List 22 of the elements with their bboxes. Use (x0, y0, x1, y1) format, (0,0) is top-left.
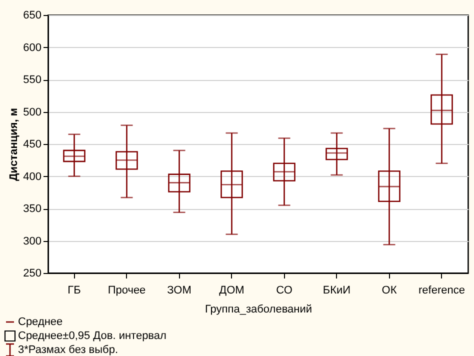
x-axis-title: Группа_заболеваний (204, 304, 312, 316)
y-tick-label: 250 (23, 268, 42, 280)
x-tick-label: Прочее (108, 284, 146, 296)
y-tick-label: 550 (23, 74, 42, 86)
y-tick-label: 650 (23, 10, 42, 22)
x-tick-label: reference (418, 284, 465, 296)
y-tick-label: 400 (23, 170, 42, 183)
x-tick-label: БКиИ (322, 284, 351, 296)
y-tick-label: 500 (23, 106, 42, 118)
x-tick-label: ОК (382, 284, 398, 296)
x-tick-label: СО (276, 284, 293, 296)
x-tick-label: ГБ (68, 284, 81, 296)
y-tick-label: 300 (23, 235, 42, 248)
x-tick-label: ДОМ (219, 284, 244, 296)
text: Среднее±0,95 Дов. интервал (18, 330, 166, 342)
text: Среднее (18, 316, 63, 328)
text: 3*Размах без выбр. (18, 344, 118, 356)
y-axis-title: Дистанция, м (8, 108, 20, 182)
x-tick-label: ЗОМ (167, 284, 192, 296)
y-tick-label: 600 (23, 42, 42, 54)
y-tick-label: 450 (23, 138, 42, 150)
y-tick-label: 350 (23, 203, 42, 215)
